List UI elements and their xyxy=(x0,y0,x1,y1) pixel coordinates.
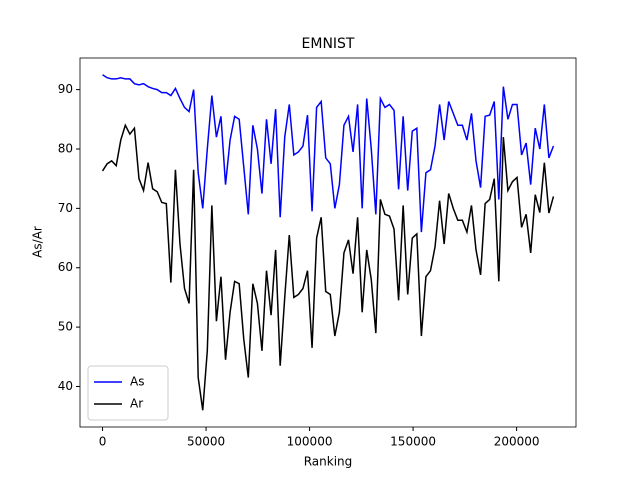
plot-frame xyxy=(79,57,577,428)
y-tick-label: 90 xyxy=(58,82,73,96)
series-line xyxy=(102,74,555,233)
legend-box xyxy=(87,365,169,421)
x-axis-label: Ranking xyxy=(304,455,353,469)
x-tick-label: 50000 xyxy=(187,435,225,449)
y-axis-label: As/Ar xyxy=(31,226,45,258)
legend-label: As xyxy=(130,375,144,389)
x-tick-label: 0 xyxy=(99,435,107,449)
y-tick-label: 40 xyxy=(58,379,73,393)
x-tick-label: 150000 xyxy=(390,435,436,449)
y-tick-label: 80 xyxy=(58,141,73,155)
y-tick-label: 70 xyxy=(58,201,73,215)
x-tick-label: 100000 xyxy=(287,435,333,449)
y-tick-label: 60 xyxy=(58,260,73,274)
chart-title: EMNIST xyxy=(302,36,355,52)
x-tick-label: 200000 xyxy=(494,435,540,449)
series-line xyxy=(101,123,555,411)
y-tick-label: 50 xyxy=(58,320,73,334)
legend-label: Ar xyxy=(130,397,143,411)
